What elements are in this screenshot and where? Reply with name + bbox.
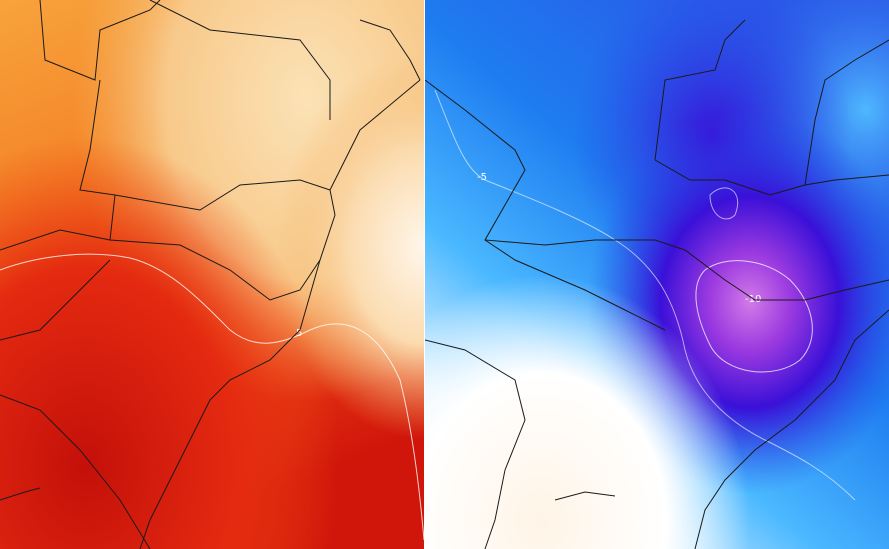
warm-anomaly-svg: 5 (0, 0, 424, 549)
cold-anomaly-svg: -5 -10 (425, 0, 889, 549)
contour-line-minus-5 (434, 89, 856, 501)
border-country (0, 394, 151, 549)
warm-borders (0, 0, 421, 549)
border-west (484, 239, 666, 331)
border-northeast (359, 19, 421, 81)
cold-mild-zone (425, 0, 889, 549)
warm-anomaly-map: 5 (0, 0, 424, 549)
panel-divider (424, 0, 425, 549)
contour-label-minus-5: -5 (477, 172, 487, 183)
contour-line-minus-10 (695, 260, 813, 373)
border-state-3 (149, 0, 331, 120)
lagoon (554, 491, 616, 501)
lagoon-left (0, 487, 41, 501)
contour-label-5: 5 (296, 328, 302, 339)
coastline (139, 259, 321, 549)
border-state-a (425, 79, 889, 301)
border-southwest (0, 259, 111, 341)
contour-line-minus-10-north (709, 187, 739, 220)
border-northeast (804, 39, 889, 186)
contour-label-minus-10: -10 (745, 294, 761, 305)
cold-anomaly-map: -5 -10 (425, 0, 889, 549)
warm-hot-zone (0, 0, 424, 549)
border-country (425, 339, 526, 549)
border-state-2 (109, 189, 336, 301)
border-west (0, 229, 111, 251)
contour-line-5 (0, 253, 424, 541)
border-north (39, 0, 161, 81)
coastline (694, 309, 889, 549)
border-state-c (654, 19, 746, 161)
cold-borders (425, 19, 889, 549)
border-state-b (654, 159, 889, 196)
border-state-1 (79, 79, 421, 211)
